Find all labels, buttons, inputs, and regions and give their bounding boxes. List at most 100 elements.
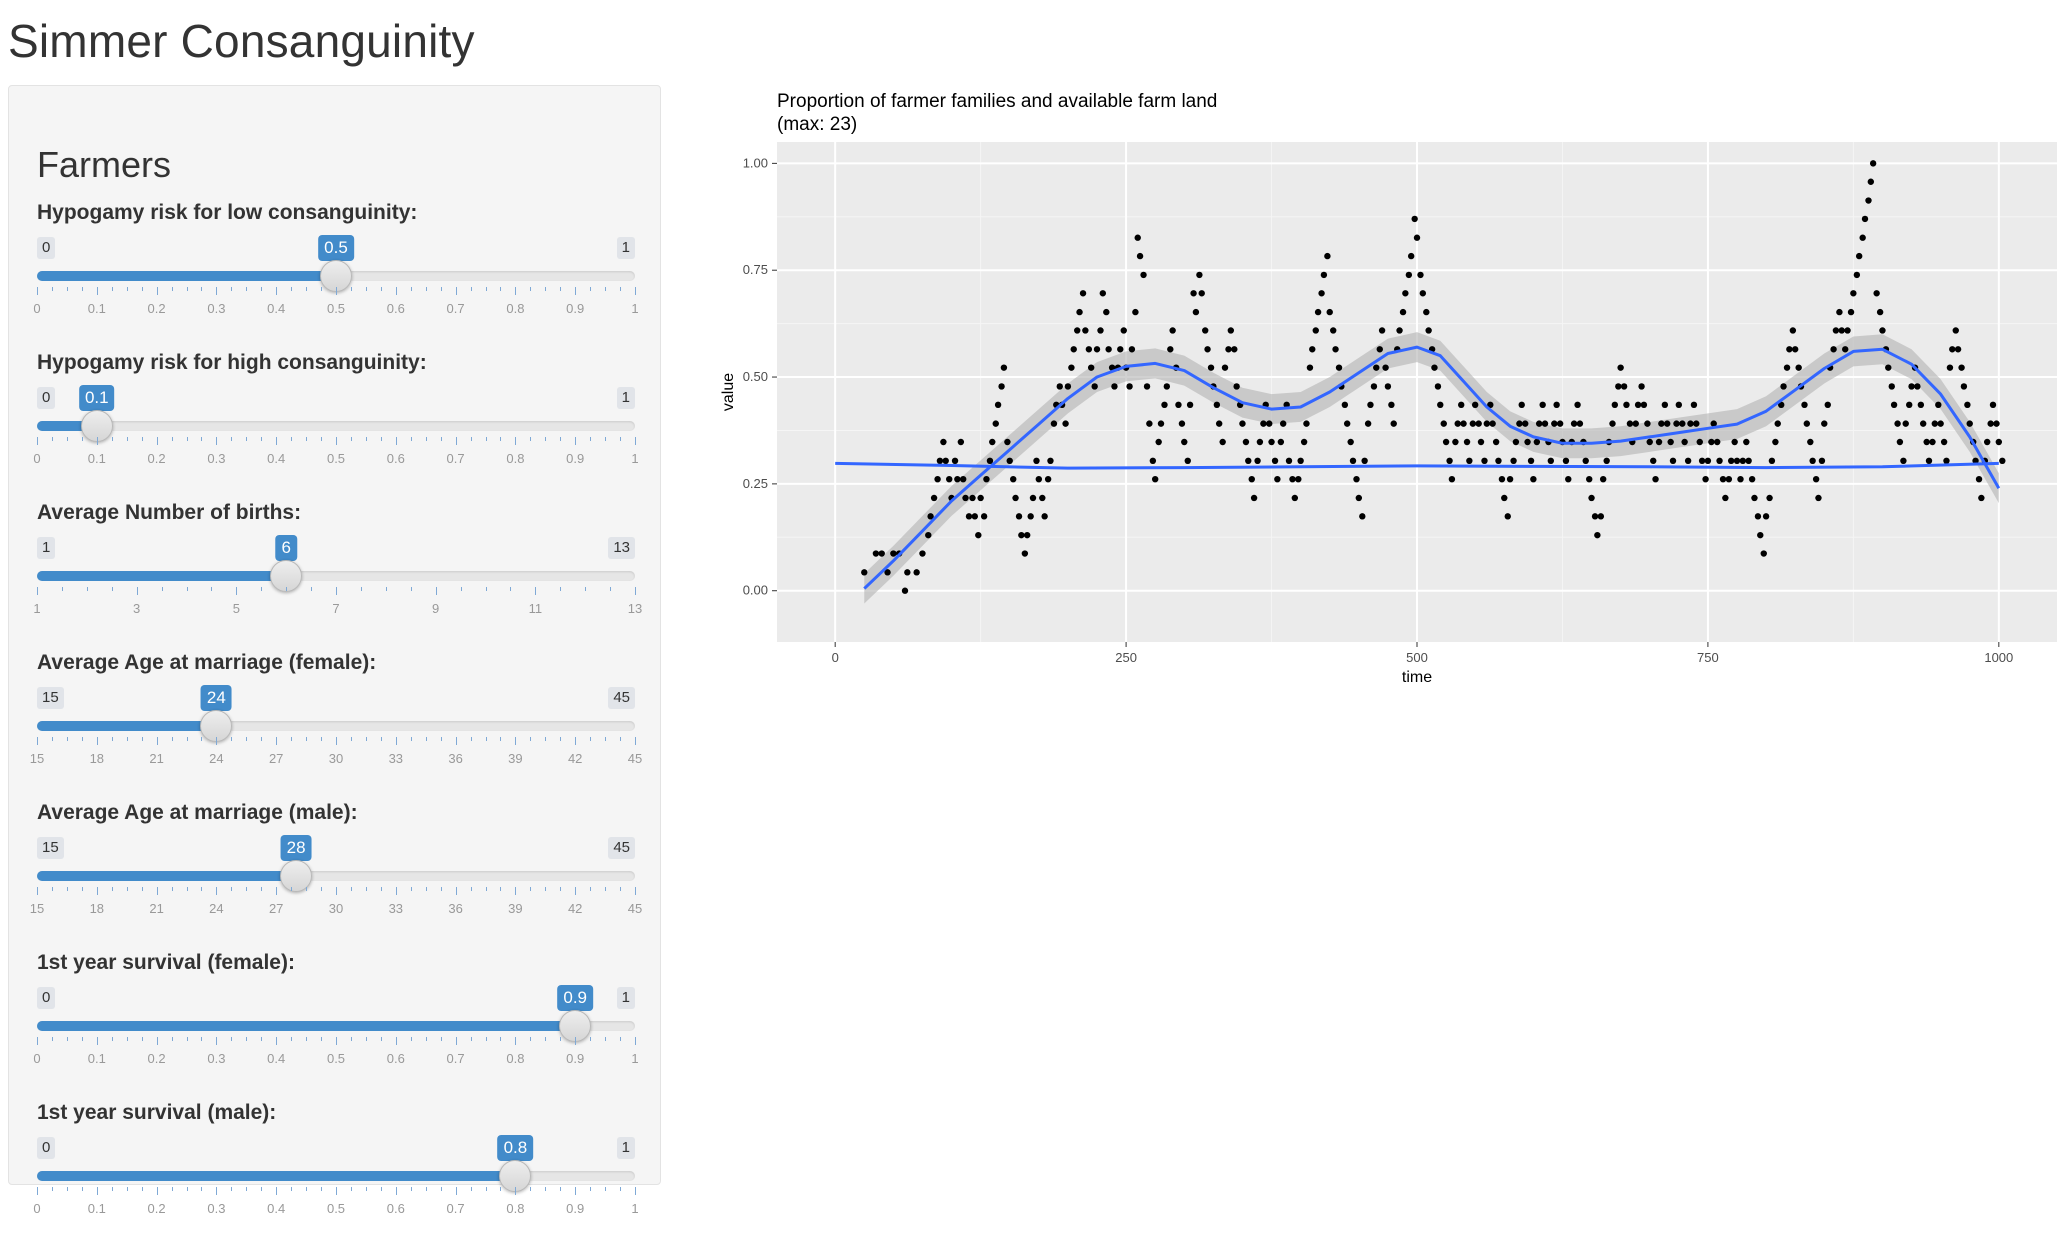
data-point [1768,457,1776,465]
data-point [1320,271,1328,279]
slider-grid-tick [336,737,337,745]
slider-grid-minor-tick [111,887,113,891]
slider-grid-label: 1 [631,1201,639,1216]
data-point [1611,401,1619,409]
slider-handle[interactable] [280,860,313,892]
slider-handle[interactable] [270,560,303,592]
slider-handle[interactable] [80,410,113,442]
data-point [1966,420,1973,427]
data-point [1196,271,1203,279]
data-point [936,457,944,465]
slider-grid-minor-tick [410,1187,412,1191]
slider-grid-minor-tick [186,437,188,441]
slider-grid-minor-tick [545,437,547,441]
data-point [1227,327,1235,334]
data-point [1469,420,1477,427]
slider-grid-label: 0.2 [147,1051,166,1066]
slider-grid-minor-tick [440,1037,442,1041]
slider-grid-tick [276,1187,278,1195]
data-point [1698,457,1706,465]
data-point [1669,457,1677,465]
data-point [1842,346,1849,353]
slider-grid-minor-tick [261,1037,263,1041]
slider-grid-tick [515,437,517,445]
slider-grid-minor-tick [321,887,323,891]
data-point [1155,438,1162,446]
slider-grid-tick [635,587,636,595]
slider-age-male: Average Age at marriage (male): 15 45 28… [30,801,642,941]
slider-min: 0 [37,237,56,259]
slider-grid-minor-tick [440,437,442,441]
data-point [1364,420,1372,427]
slider-grid-minor-tick [126,737,128,741]
slider-grid-minor-tick [186,587,188,591]
slider-label: 1st year survival (female): [37,951,295,974]
slider-grid-tick [37,887,38,895]
slider-grid-label: 0.5 [326,1051,346,1066]
slider-track[interactable] [37,721,635,731]
data-point [1993,420,2000,427]
slider-grid-minor-tick [590,737,592,741]
slider-grid-minor-tick [545,1187,547,1191]
slider-grid-minor-tick [500,887,502,891]
slider-grid-label: 0.2 [147,1201,166,1216]
data-point [1463,438,1471,446]
data-point [1458,401,1465,409]
data-point [1795,364,1802,371]
data-point [954,475,961,483]
slider-grid-minor-tick [425,1037,427,1041]
slider-grid-tick [395,737,397,745]
slider-grid-tick [336,1037,337,1045]
slider-grid-minor-tick [605,437,607,441]
data-point [998,383,1005,390]
slider-grid-minor-tick [186,737,188,741]
slider-grid-minor-tick [141,1037,143,1041]
slider-grid-minor-tick [545,887,547,891]
slider-grid-label: 0.7 [446,301,465,316]
slider-max: 45 [608,687,635,709]
slider-grid-minor-tick [51,737,53,741]
slider-handle[interactable] [200,710,233,742]
slider-track[interactable] [37,421,635,431]
data-point [1347,438,1354,446]
slider-grid-minor-tick [500,287,502,291]
data-point [1221,364,1229,371]
slider-grid-minor-tick [410,587,412,591]
slider-value: 6 [275,535,297,561]
data-point [1434,383,1442,390]
slider-min: 15 [37,687,64,709]
data-point [1995,438,2003,446]
data-point [1015,513,1023,520]
data-point [1824,401,1831,409]
data-point [1894,420,1901,427]
data-point [1419,290,1427,297]
data-point [1539,401,1546,409]
data-point [1623,401,1630,409]
app-title: Simmer Consanguinity [8,15,475,67]
slider-grid-minor-tick [545,1037,547,1041]
slider-track[interactable] [37,871,635,881]
slider-track[interactable] [37,571,635,581]
slider-grid-minor-tick [365,737,367,741]
slider-label: 1st year survival (male): [37,1101,277,1124]
slider-grid-label: 0.4 [267,1201,286,1216]
data-point [1440,420,1447,427]
data-point [1324,252,1331,260]
data-point [965,513,973,520]
slider-grid-minor-tick [380,737,382,741]
data-point [1254,457,1261,465]
data-point [1291,494,1299,502]
slider-grid-label: 0.9 [566,1051,585,1066]
slider-grid-minor-tick [590,1187,592,1191]
data-point [1931,420,1939,427]
slider-grid-label: 0.3 [207,1051,226,1066]
slider-grid-minor-tick [500,1037,502,1041]
slider-grid-minor-tick [306,887,308,891]
data-point [1085,346,1093,353]
slider-value: 0.9 [557,985,594,1011]
data-point [1876,308,1884,316]
slider-handle[interactable] [320,260,352,292]
slider-grid-minor-tick [590,437,592,441]
slider-grid-minor-tick [246,1187,248,1191]
slider-grid-minor-tick [261,587,263,591]
